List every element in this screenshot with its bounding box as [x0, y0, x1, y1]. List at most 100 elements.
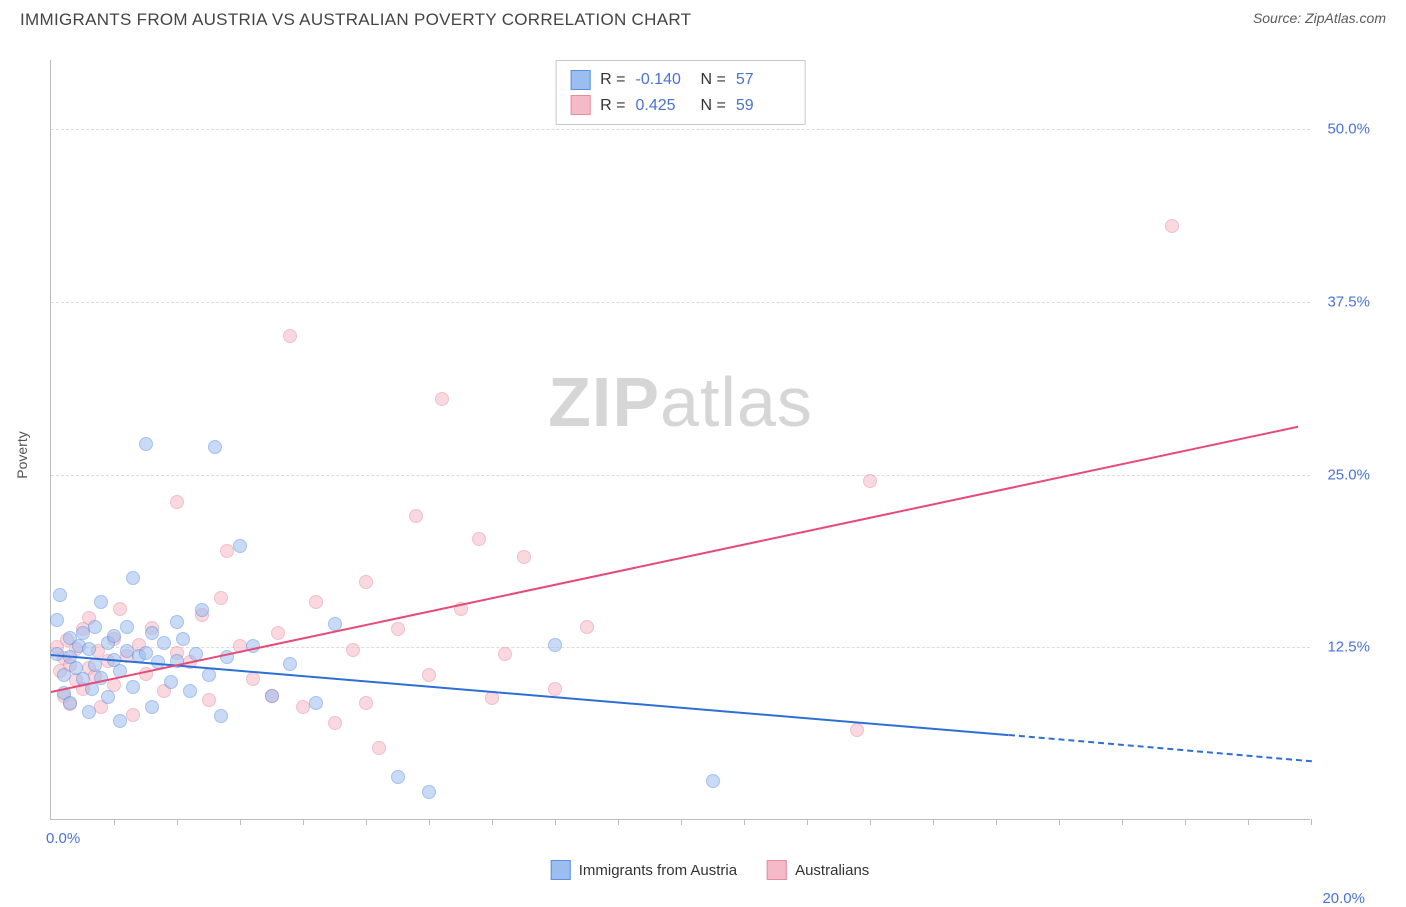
source-attribution: Source: ZipAtlas.com: [1253, 10, 1386, 26]
plot-area: ZIPatlas R = -0.140 N = 57 R = 0.425 N =…: [50, 60, 1310, 820]
data-point: [113, 714, 127, 728]
x-tick: [492, 819, 493, 825]
data-point: [706, 774, 720, 788]
plot-container: Poverty ZIPatlas R = -0.140 N = 57 R = 0…: [50, 60, 1370, 850]
x-tick: [681, 819, 682, 825]
data-point: [50, 613, 64, 627]
data-point: [145, 626, 159, 640]
data-point: [850, 723, 864, 737]
x-min-label: 0.0%: [46, 830, 80, 847]
data-point: [176, 632, 190, 646]
data-point: [126, 708, 140, 722]
data-point: [63, 696, 77, 710]
data-point: [233, 539, 247, 553]
y-axis-label: Poverty: [14, 431, 30, 478]
data-point: [82, 705, 96, 719]
data-point: [126, 571, 140, 585]
x-tick: [933, 819, 934, 825]
data-point: [283, 329, 297, 343]
data-point: [126, 680, 140, 694]
data-point: [107, 629, 121, 643]
data-point: [94, 595, 108, 609]
data-point: [863, 474, 877, 488]
x-tick: [807, 819, 808, 825]
x-tick: [870, 819, 871, 825]
x-tick: [429, 819, 430, 825]
data-point: [202, 693, 216, 707]
data-point: [1165, 219, 1179, 233]
data-point: [359, 575, 373, 589]
data-point: [183, 684, 197, 698]
x-tick: [177, 819, 178, 825]
y-tick-label: 12.5%: [1327, 639, 1370, 656]
data-point: [82, 642, 96, 656]
legend-row-blue: R = -0.140 N = 57: [570, 67, 791, 93]
x-tick: [240, 819, 241, 825]
data-point: [120, 620, 134, 634]
chart-title: IMMIGRANTS FROM AUSTRIA VS AUSTRALIAN PO…: [20, 10, 691, 30]
trend-line: [1009, 734, 1312, 762]
correlation-legend: R = -0.140 N = 57 R = 0.425 N = 59: [555, 60, 806, 125]
data-point: [309, 595, 323, 609]
data-point: [164, 675, 178, 689]
data-point: [422, 668, 436, 682]
x-tick: [1122, 819, 1123, 825]
data-point: [548, 682, 562, 696]
gridline: [51, 302, 1310, 303]
x-tick: [744, 819, 745, 825]
data-point: [580, 620, 594, 634]
gridline: [51, 129, 1310, 130]
data-point: [113, 602, 127, 616]
data-point: [328, 716, 342, 730]
x-tick: [1311, 819, 1312, 825]
data-point: [309, 696, 323, 710]
data-point: [517, 550, 531, 564]
data-point: [472, 532, 486, 546]
swatch-blue-icon: [551, 860, 571, 880]
data-point: [359, 696, 373, 710]
x-tick: [555, 819, 556, 825]
data-point: [372, 741, 386, 755]
watermark: ZIPatlas: [548, 362, 813, 442]
data-point: [391, 770, 405, 784]
legend-item-blue: Immigrants from Austria: [551, 860, 737, 880]
data-point: [208, 440, 222, 454]
data-point: [422, 785, 436, 799]
legend-item-pink: Australians: [767, 860, 869, 880]
x-tick: [366, 819, 367, 825]
data-point: [157, 636, 171, 650]
data-point: [101, 690, 115, 704]
x-tick: [1248, 819, 1249, 825]
data-point: [346, 643, 360, 657]
y-tick-label: 37.5%: [1327, 293, 1370, 310]
data-point: [53, 588, 67, 602]
data-point: [485, 691, 499, 705]
y-tick-label: 50.0%: [1327, 121, 1370, 138]
data-point: [391, 622, 405, 636]
data-point: [139, 646, 153, 660]
gridline: [51, 475, 1310, 476]
data-point: [214, 709, 228, 723]
data-point: [214, 591, 228, 605]
data-point: [498, 647, 512, 661]
x-tick: [618, 819, 619, 825]
data-point: [88, 620, 102, 634]
data-point: [409, 509, 423, 523]
data-point: [265, 689, 279, 703]
swatch-pink-icon: [767, 860, 787, 880]
x-tick: [303, 819, 304, 825]
data-point: [139, 437, 153, 451]
data-point: [145, 700, 159, 714]
y-tick-label: 25.0%: [1327, 466, 1370, 483]
x-tick: [1185, 819, 1186, 825]
data-point: [170, 615, 184, 629]
data-point: [548, 638, 562, 652]
data-point: [195, 603, 209, 617]
x-tick: [996, 819, 997, 825]
x-tick: [1059, 819, 1060, 825]
x-tick: [114, 819, 115, 825]
data-point: [246, 672, 260, 686]
data-point: [435, 392, 449, 406]
data-point: [170, 495, 184, 509]
swatch-pink: [570, 95, 590, 115]
